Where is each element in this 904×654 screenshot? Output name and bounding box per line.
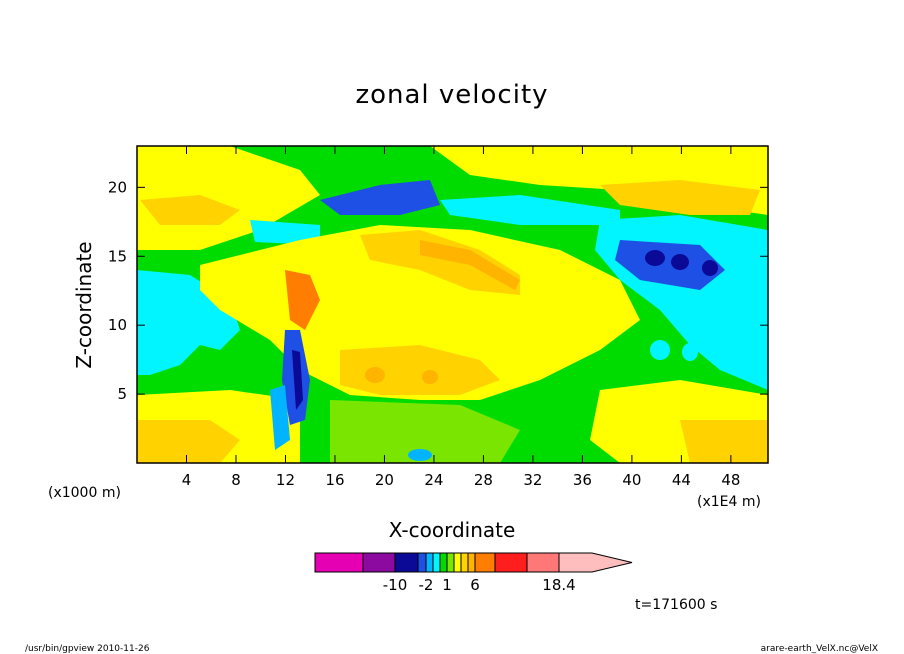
colorbar-swatch — [362, 552, 396, 573]
y-tick-label: 15 — [108, 247, 127, 265]
x-tick-label: 44 — [672, 471, 691, 489]
chart-title: zonal velocity — [355, 80, 548, 110]
x-tick-label: 4 — [182, 471, 192, 489]
x-tick-label: 40 — [622, 471, 641, 489]
region-left-cyan-streak — [250, 220, 320, 245]
region-center-orange-1 — [360, 230, 520, 295]
region-lower-left-orange — [137, 420, 240, 463]
x-tick-label: 8 — [231, 471, 241, 489]
colorbar-swatch — [439, 552, 448, 573]
colorbar-swatch — [526, 552, 560, 573]
colorbar-swatch — [314, 552, 364, 573]
colorbar-tick-label: 1 — [442, 576, 452, 594]
region-column-cyan — [270, 385, 290, 450]
x-axis-ticks: 4 8 12 16 20 24 28 32 36 40 44 48 — [182, 146, 740, 489]
y-tick-label: 20 — [108, 178, 127, 196]
region-right-navy-1 — [645, 250, 665, 266]
time-label: t=171600 s — [635, 597, 717, 613]
region-lower-center-yellow — [330, 400, 520, 463]
region-left-blob-orange-2 — [422, 370, 438, 384]
region-wave-orange — [420, 240, 520, 290]
region-mid-cyan-blob-2 — [682, 343, 698, 361]
region-right-blue-patch — [615, 240, 725, 290]
region-lower-right-orange — [680, 420, 768, 463]
region-top-cyan-streak — [440, 195, 620, 225]
y-scale-label: (x1000 m) — [48, 485, 121, 501]
region-right-navy-3 — [702, 260, 718, 276]
region-center-orange-2 — [340, 345, 500, 395]
x-tick-label: 28 — [474, 471, 493, 489]
colorbar-swatch — [417, 552, 427, 573]
colorbar-swatch — [425, 552, 434, 573]
x-scale-label: (x1E4 m) — [697, 494, 761, 510]
x-tick-label: 32 — [523, 471, 542, 489]
region-center-yellow — [200, 225, 640, 400]
colorbar-tick-label: -10 — [383, 576, 408, 594]
x-tick-label: 36 — [573, 471, 592, 489]
colorbar — [314, 552, 633, 573]
region-left-blob-orange — [365, 367, 385, 383]
colorbar-swatch — [394, 552, 419, 573]
colorbar-tick-label: 6 — [470, 576, 480, 594]
y-tick-label: 10 — [108, 316, 127, 334]
region-column-red — [285, 270, 320, 330]
region-top-center-blue — [320, 180, 440, 215]
region-upper-right-orange — [600, 180, 760, 215]
colorbar-tick-labels: -10 -2 1 6 18.4 — [383, 576, 576, 594]
y-tick-label: 5 — [117, 385, 127, 403]
x-tick-label: 24 — [424, 471, 443, 489]
colorbar-swatch — [446, 552, 455, 573]
colorbar-tick-label: -2 — [419, 576, 434, 594]
colorbar-swatch — [558, 552, 633, 573]
footer-right: arare-earth_VelX.nc@VelX — [761, 644, 878, 654]
region-upper-left-orange — [140, 195, 240, 225]
colorbar-swatch — [460, 552, 469, 573]
colorbar-swatch — [494, 552, 528, 573]
x-tick-label: 16 — [325, 471, 344, 489]
colorbar-swatch — [474, 552, 496, 573]
colorbar-swatch — [453, 552, 462, 573]
x-tick-label: 20 — [375, 471, 394, 489]
x-axis-label: X-coordinate — [389, 518, 516, 542]
region-right-navy-2 — [671, 254, 689, 270]
contour-field — [137, 146, 768, 463]
colorbar-swatch — [467, 552, 476, 573]
y-axis-ticks: 5 10 15 20 — [108, 178, 768, 403]
colorbar-swatch — [432, 552, 441, 573]
plot-frame — [136, 145, 769, 464]
footer-left: /usr/bin/gpview 2010-11-26 — [25, 644, 150, 654]
x-tick-label: 12 — [276, 471, 295, 489]
y-axis-label: Z-coordinate — [72, 241, 96, 368]
region-mid-cyan-blob — [650, 340, 670, 360]
colorbar-tick-label: 18.4 — [542, 576, 575, 594]
region-lower-cyan-blob — [408, 449, 432, 461]
region-column-navy — [292, 350, 303, 410]
x-tick-label: 48 — [721, 471, 740, 489]
